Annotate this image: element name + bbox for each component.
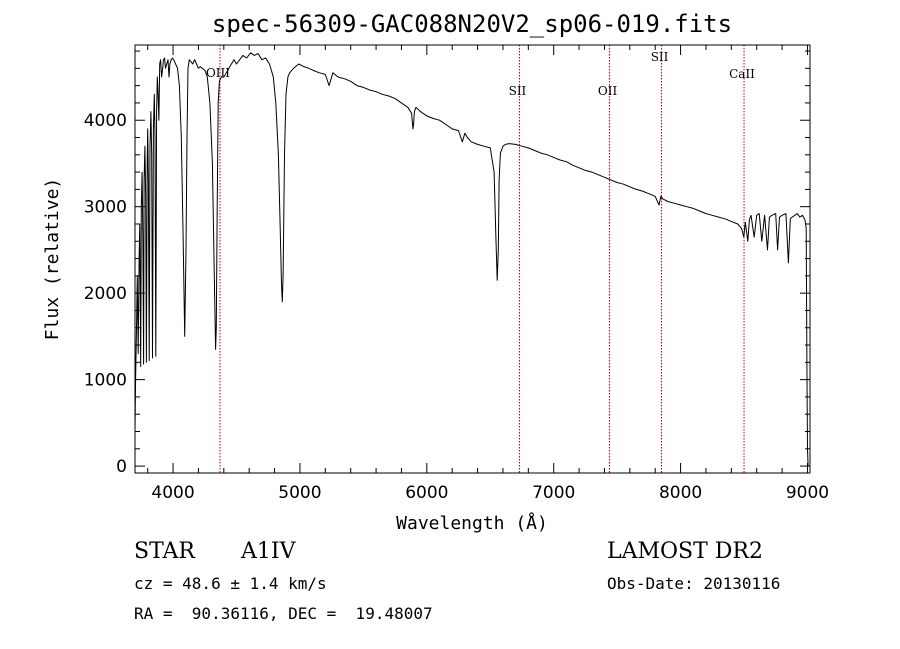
reference-label-3: SII xyxy=(651,50,669,64)
x-tick-label: 4000 xyxy=(151,483,194,503)
object-type: STAR xyxy=(134,539,195,564)
x-tick-label: 6000 xyxy=(405,483,448,503)
spectrum-line-0 xyxy=(134,52,809,467)
x-tick-label: 8000 xyxy=(659,483,702,503)
y-tick-label: 0 xyxy=(116,457,127,477)
reference-label-2: OII xyxy=(598,84,618,98)
coordinates: RA = 90.36116, DEC = 19.48007 xyxy=(134,604,433,623)
spectrum-series xyxy=(134,52,809,467)
x-tick-label: 7000 xyxy=(532,483,575,503)
observation-date: Obs-Date: 20130116 xyxy=(607,574,781,593)
redshift-velocity: cz = 48.6 ± 1.4 km/s xyxy=(134,574,327,593)
y-axis-ticks: 0 1000 2000 3000 4000 xyxy=(84,50,810,477)
y-tick-label: 1000 xyxy=(84,371,127,391)
plot-frame xyxy=(134,44,811,474)
y-tick-label: 3000 xyxy=(84,198,127,218)
survey-name: LAMOST DR2 xyxy=(607,539,763,564)
y-tick-label: 4000 xyxy=(84,111,127,131)
reference-label-4: CaII xyxy=(729,67,755,81)
y-tick-label: 2000 xyxy=(84,284,127,304)
x-axis-label: Wavelength (Å) xyxy=(396,512,548,534)
x-tick-label: 5000 xyxy=(278,483,321,503)
reference-label-1: SII xyxy=(509,84,527,98)
x-axis-ticks: 4000 5000 6000 7000 8000 9000 xyxy=(147,45,829,503)
x-tick-label: 9000 xyxy=(786,483,829,503)
spectral-subclass: A1IV xyxy=(241,539,296,564)
y-axis-label: Flux (relative) xyxy=(42,178,63,341)
chart-title: spec-56309-GAC088N20V2_sp06-019.fits xyxy=(212,10,732,38)
